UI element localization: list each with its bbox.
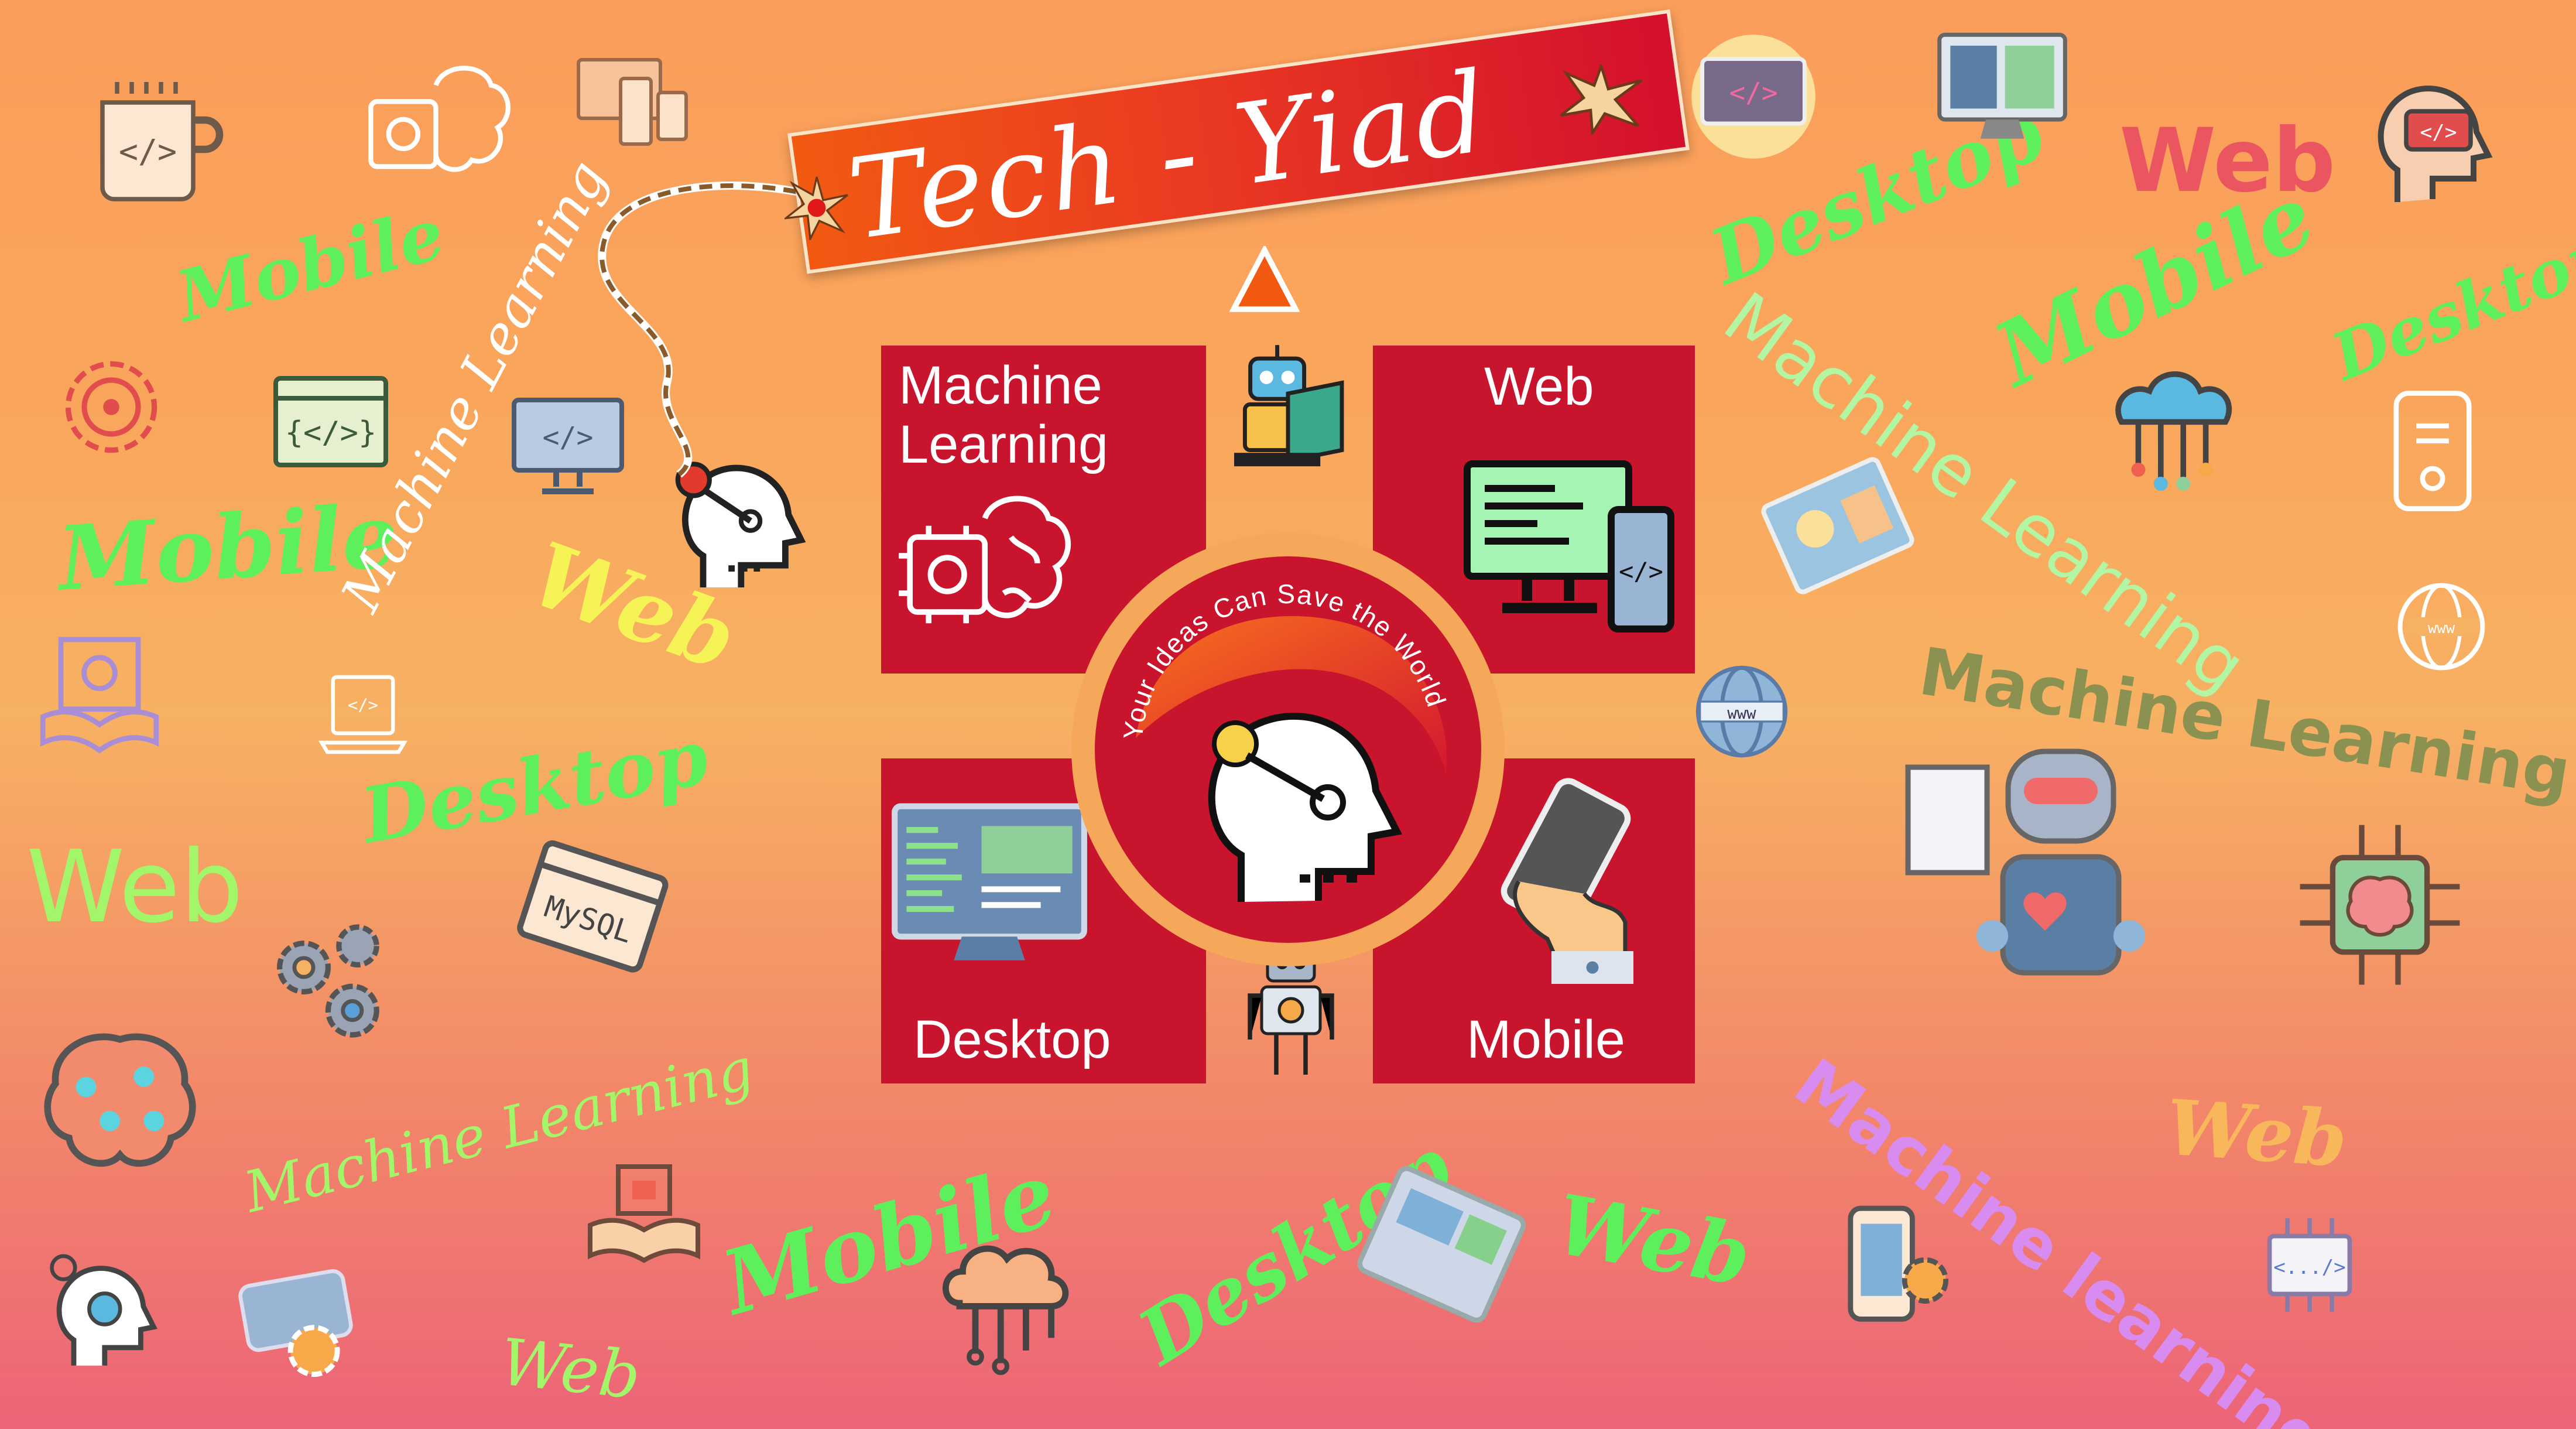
gear-brain-icon bbox=[44, 340, 179, 474]
mysql-window-icon: MySQL bbox=[515, 840, 669, 978]
circle-monitor-icon: </> bbox=[1686, 29, 1821, 164]
svg-text:{</>}: {</>} bbox=[285, 415, 377, 450]
svg-text:</>: </> bbox=[1729, 77, 1777, 108]
robot-presenter-icon bbox=[1903, 738, 2166, 1007]
svg-text:www: www bbox=[2428, 620, 2455, 637]
brain-network-icon bbox=[35, 1019, 205, 1189]
tile-machine-learning-label: Machine Learning bbox=[899, 355, 1109, 475]
phone-gear-icon bbox=[1832, 1195, 1961, 1335]
hand-phone-tile-icon bbox=[1501, 778, 1633, 984]
starburst-left-icon bbox=[785, 176, 848, 240]
mobile-app-icon bbox=[2389, 387, 2476, 515]
tile-web-label: Web bbox=[1484, 357, 1594, 416]
center-emblem: Your Ideas Can Save the World bbox=[1071, 533, 1505, 966]
coffee-mug-code-icon: </> bbox=[88, 70, 234, 217]
monitor-app-icon bbox=[1932, 29, 2073, 152]
banner-pointer-icon bbox=[1229, 246, 1300, 312]
globe-www-icon-2: www bbox=[1692, 662, 1791, 761]
head-gear-icon bbox=[35, 1242, 164, 1376]
tile-mobile-label: Mobile bbox=[1467, 1010, 1626, 1069]
svg-text:</>: </> bbox=[2420, 121, 2457, 145]
tablet-design-icon bbox=[1352, 1165, 1528, 1324]
svg-text:</>: </> bbox=[119, 133, 177, 170]
tile-machine-learning: Machine Learning bbox=[881, 346, 1206, 674]
svg-text:</>: </> bbox=[348, 695, 378, 715]
monitor-code-icon: </> bbox=[509, 392, 626, 504]
desktop-mobile-tile-icon: </> bbox=[1464, 460, 1674, 633]
code-chip-icon: <.../> bbox=[2254, 1206, 2365, 1324]
tile-desktop-label: Desktop bbox=[913, 1010, 1111, 1069]
responsive-devices-icon bbox=[574, 53, 691, 158]
svg-text:</>: </> bbox=[543, 421, 594, 454]
robot-reading-icon bbox=[1234, 345, 1344, 467]
cloud-network-icon bbox=[2102, 351, 2242, 504]
brain-chip-icon bbox=[357, 53, 521, 199]
starburst-right-icon bbox=[1560, 64, 1643, 135]
idea-plan-icon bbox=[1756, 457, 1920, 597]
gears-icon bbox=[263, 914, 398, 1048]
svg-text:</>: </> bbox=[1619, 557, 1663, 586]
code-window-icon: {</>} bbox=[269, 375, 392, 469]
svg-text:www: www bbox=[1727, 705, 1756, 723]
brain-cloud-network-icon bbox=[925, 1224, 1089, 1382]
brain-chip-tile-icon bbox=[899, 495, 1071, 624]
bg-word-web-6: Web bbox=[2119, 110, 2336, 212]
globe-www-icon: www bbox=[2395, 580, 2488, 674]
brain-circuit-icon bbox=[2283, 814, 2476, 996]
tablet-gear-icon bbox=[228, 1265, 363, 1382]
desktop-tile-icon bbox=[892, 803, 1087, 960]
chip-book-icon-2 bbox=[585, 1160, 703, 1265]
chip-book-icon bbox=[35, 627, 164, 755]
head-code-icon: </> bbox=[2354, 59, 2500, 211]
svg-text:<.../>: <.../> bbox=[2273, 1256, 2346, 1279]
idea-head-icon bbox=[656, 445, 814, 603]
bg-word-web-2: Web bbox=[26, 829, 244, 945]
laptop-code-icon: </> bbox=[316, 668, 410, 761]
